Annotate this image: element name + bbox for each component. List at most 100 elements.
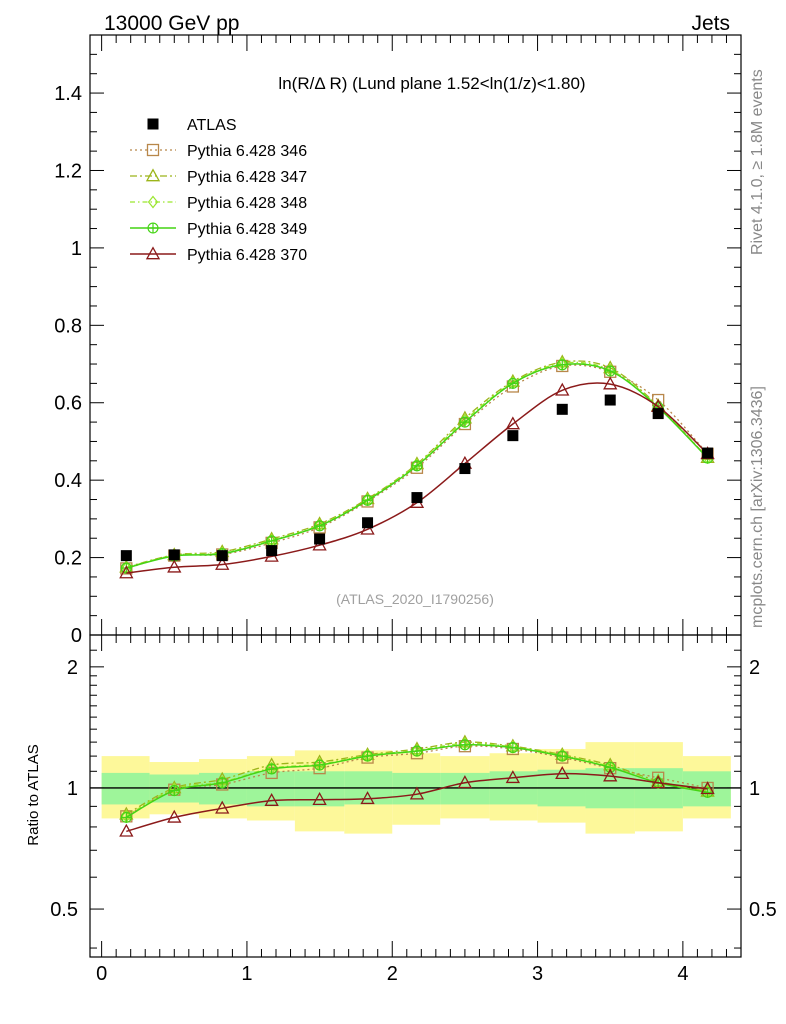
- legend-entry: Pythia 6.428 370: [130, 246, 307, 264]
- side-label-mcplots: mcplots.cern.ch [arXiv:1306.3436]: [749, 386, 766, 628]
- x-tick-label: 3: [532, 963, 543, 985]
- data-point-atlas: [604, 394, 616, 406]
- data-point-atlas: [459, 463, 471, 475]
- band-inner: [440, 772, 490, 805]
- ratio-ytick-label-right: 2: [749, 657, 760, 679]
- legend-marker: [147, 195, 159, 209]
- main-title: ln(R/Δ R) (Lund plane 1.52<ln(1/z)<1.80): [278, 74, 585, 93]
- legend-entry: ATLAS: [147, 117, 237, 134]
- ratio-data-point: [119, 823, 134, 837]
- legend-marker: [145, 246, 161, 260]
- data-point: [555, 382, 570, 396]
- ratio-data-point: [411, 745, 423, 757]
- ratio-data-point: [120, 811, 132, 823]
- main-ytick-label: 0.8: [54, 315, 82, 337]
- ratio-data-point: [360, 791, 375, 805]
- main-ytick-label: 1.4: [54, 83, 82, 105]
- ratio-data-point: [168, 785, 180, 797]
- data-point: [167, 559, 182, 573]
- data-point: [556, 359, 568, 371]
- ratio-panel: 0.5 0.5 1 1 2 2 Ratio to ATLAS: [25, 634, 777, 958]
- legend-label: Pythia 6.428 346: [187, 143, 307, 160]
- main-ytick-label: 0.2: [54, 548, 82, 570]
- ratio-ytick-label: 1: [67, 778, 78, 800]
- data-point-atlas: [652, 408, 664, 420]
- data-point: [507, 377, 519, 389]
- x-tick-label: 0: [96, 963, 107, 985]
- ratio-data-point: [556, 750, 568, 762]
- ratio-data-point: [216, 777, 228, 789]
- series-pythia-6.428-349: [120, 359, 714, 574]
- side-label-rivet: Rivet 4.1.0, ≥ 1.8M events: [749, 69, 766, 255]
- ratio-ylabel: Ratio to ATLAS: [25, 744, 42, 845]
- data-point: [119, 565, 134, 579]
- main-panel: 0 0.2 0.4 0.6 0.8 1 1.2 1.4 ln(R/Δ R) (Lund pla…: [54, 34, 742, 647]
- legend-entry: Pythia 6.428 349: [130, 221, 307, 238]
- data-point-atlas: [266, 545, 278, 557]
- band-inner: [294, 771, 345, 807]
- legend-label: Pythia 6.428 349: [187, 221, 307, 238]
- ratio-plot-content: [90, 734, 741, 837]
- data-point: [361, 494, 374, 506]
- main-ytick-label: 0.6: [54, 393, 82, 415]
- ratio-ytick-label: 2: [67, 657, 78, 679]
- legend-marker: [145, 168, 161, 182]
- ratio-series-pythia-6.428-370: [119, 766, 715, 837]
- ratio-data-point: [651, 775, 666, 789]
- ratio-data-point: [167, 809, 182, 823]
- header-left-label: 13000 GeV pp: [104, 12, 239, 35]
- main-ytick-label: 0.4: [54, 470, 82, 492]
- ratio-data-point: [457, 775, 473, 789]
- x-tick-label: 2: [387, 963, 398, 985]
- ratio-data-point: [264, 792, 279, 806]
- data-point: [505, 416, 521, 430]
- legend-marker: [147, 118, 159, 130]
- ratio-panel-frame: [89, 634, 742, 958]
- ratio-data-point: [459, 739, 471, 751]
- ratio-data-point: [604, 761, 616, 773]
- data-point-atlas: [702, 447, 714, 459]
- data-point-atlas: [411, 492, 423, 504]
- ratio-data-point: [555, 766, 570, 780]
- main-ytick-label: 1.2: [54, 160, 82, 182]
- main-axis-ticks: 0 0.2 0.4 0.6 0.8 1 1.2 1.4: [54, 35, 741, 647]
- legend-marker: [147, 222, 159, 234]
- data-point-atlas: [362, 517, 374, 529]
- main-ytick-label: 1: [71, 238, 82, 260]
- data-point: [604, 365, 616, 377]
- ratio-data-point: [314, 759, 326, 771]
- legend-entry: Pythia 6.428 348: [130, 195, 307, 212]
- legend-label: Pythia 6.428 348: [187, 195, 307, 212]
- data-point: [360, 521, 375, 535]
- x-tick-labels: 0 1 2 3 4: [96, 963, 688, 985]
- legend-label: ATLAS: [187, 117, 237, 134]
- main-ytick-label: 0: [71, 625, 82, 647]
- data-point: [411, 460, 423, 472]
- x-tick-label: 4: [677, 963, 688, 985]
- data-point: [215, 556, 230, 570]
- ratio-axis-ticks: 0.5 0.5 1 1 2 2: [50, 635, 777, 957]
- data-point-atlas: [120, 550, 132, 562]
- data-point: [266, 535, 278, 547]
- legend-entry: Pythia 6.428 347: [130, 168, 307, 186]
- ratio-data-point: [409, 786, 425, 800]
- ratio-ytick-label-right: 0.5: [749, 899, 777, 921]
- ratio-data-point: [266, 763, 278, 775]
- ratio-data-point: [507, 742, 519, 754]
- data-point-atlas: [168, 549, 180, 561]
- band-inner: [101, 772, 150, 805]
- data-point: [603, 376, 618, 390]
- ratio-ytick-label: 0.5: [50, 899, 78, 921]
- data-point: [459, 416, 471, 428]
- data-point-atlas: [216, 550, 228, 562]
- series-line: [126, 382, 709, 574]
- legend-label: Pythia 6.428 370: [187, 247, 307, 264]
- data-point-atlas: [556, 403, 568, 415]
- ratio-ytick-label-right: 1: [749, 778, 760, 800]
- legend-label: Pythia 6.428 347: [187, 169, 307, 186]
- data-point: [314, 520, 326, 532]
- ratio-data-point: [215, 800, 230, 814]
- ratio-data-point: [312, 792, 327, 806]
- x-tick-label: 1: [241, 963, 252, 985]
